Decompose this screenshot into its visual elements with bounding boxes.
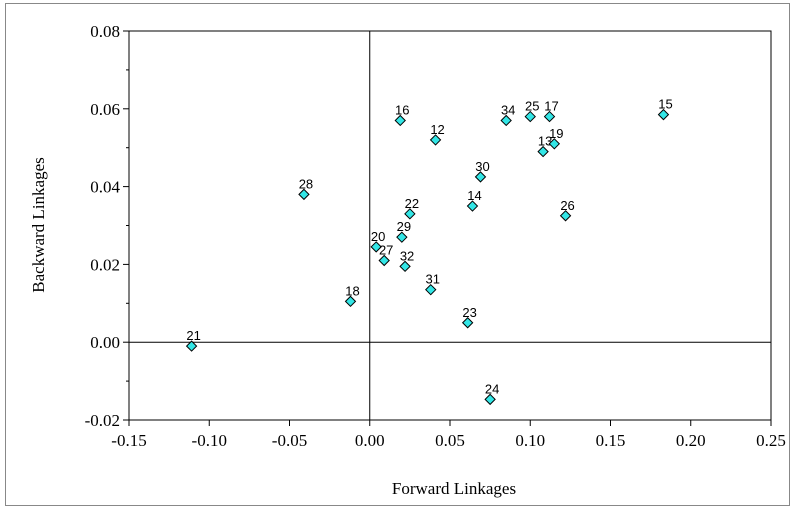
data-label-31: 31 [426, 272, 440, 287]
y-tick-label: 0.02 [90, 255, 120, 274]
x-tick-label: -0.10 [192, 431, 227, 450]
data-point-24 [484, 393, 496, 406]
data-label-30: 30 [475, 159, 489, 174]
data-label-18: 18 [345, 283, 359, 298]
data-point-22 [404, 208, 416, 220]
plot-area [128, 30, 772, 421]
data-label-15: 15 [658, 97, 672, 112]
data-label-27: 27 [379, 243, 393, 258]
data-point-21 [185, 340, 198, 352]
y-tick-label: -0.02 [85, 411, 120, 430]
data-label-29: 29 [397, 219, 411, 234]
data-point-28 [298, 188, 310, 201]
data-label-20: 20 [371, 229, 385, 244]
data-label-25: 25 [525, 99, 539, 114]
data-point-32 [399, 260, 411, 273]
x-tick-label: 0.10 [515, 431, 545, 450]
data-point-31 [425, 283, 437, 296]
y-tick-label: 0.00 [90, 333, 120, 352]
x-axis-title: Forward Linkages [392, 479, 516, 498]
data-label-23: 23 [462, 305, 476, 320]
data-point-30 [474, 171, 487, 183]
data-point-25 [524, 110, 536, 123]
data-point-29 [396, 231, 408, 243]
data-label-24: 24 [485, 381, 499, 396]
data-label-22: 22 [405, 196, 419, 211]
data-label-32: 32 [400, 248, 414, 263]
data-label-17: 17 [544, 99, 558, 114]
data-label-34: 34 [501, 102, 515, 117]
data-point-19 [548, 138, 561, 150]
data-point-34 [500, 114, 512, 127]
x-tick-label: -0.05 [272, 431, 307, 450]
x-tick-label: 0.15 [596, 431, 626, 450]
x-tick-label: 0.20 [676, 431, 706, 450]
data-label-12: 12 [430, 122, 444, 137]
x-tick-label: 0.00 [355, 431, 385, 450]
data-point-20 [370, 241, 382, 253]
data-point-16 [394, 114, 406, 127]
data-label-26: 26 [560, 198, 574, 213]
data-point-27 [378, 254, 390, 267]
axes: -0.02 0.00 0.02 0.04 0.06 0.08 -0.15 -0.10 -0.05… [85, 22, 786, 450]
data-label-21: 21 [186, 328, 200, 343]
data-point-26 [559, 210, 572, 222]
data-label-13: 13 [538, 134, 552, 149]
y-axis-title: Backward Linkages [29, 157, 48, 292]
data-point-14 [466, 200, 479, 212]
y-tick-label: 0.08 [90, 22, 120, 41]
data-point-18 [344, 295, 357, 308]
y-tick-label: 0.04 [90, 178, 120, 197]
data-point-17 [543, 110, 556, 123]
data-label-19: 19 [549, 126, 563, 141]
x-tick-label: -0.15 [111, 431, 146, 450]
data-label-28: 28 [299, 176, 313, 191]
data-point-15 [657, 108, 670, 121]
data-label-16: 16 [395, 102, 409, 117]
data-point-12 [429, 134, 442, 146]
x-tick-label: 0.05 [435, 431, 465, 450]
data-point-23 [461, 317, 474, 329]
chart-frame [5, 3, 790, 506]
data-label-14: 14 [467, 188, 481, 203]
y-tick-label: 0.06 [90, 100, 120, 119]
x-tick-label: 0.25 [756, 431, 786, 450]
data-point-13 [537, 145, 549, 158]
